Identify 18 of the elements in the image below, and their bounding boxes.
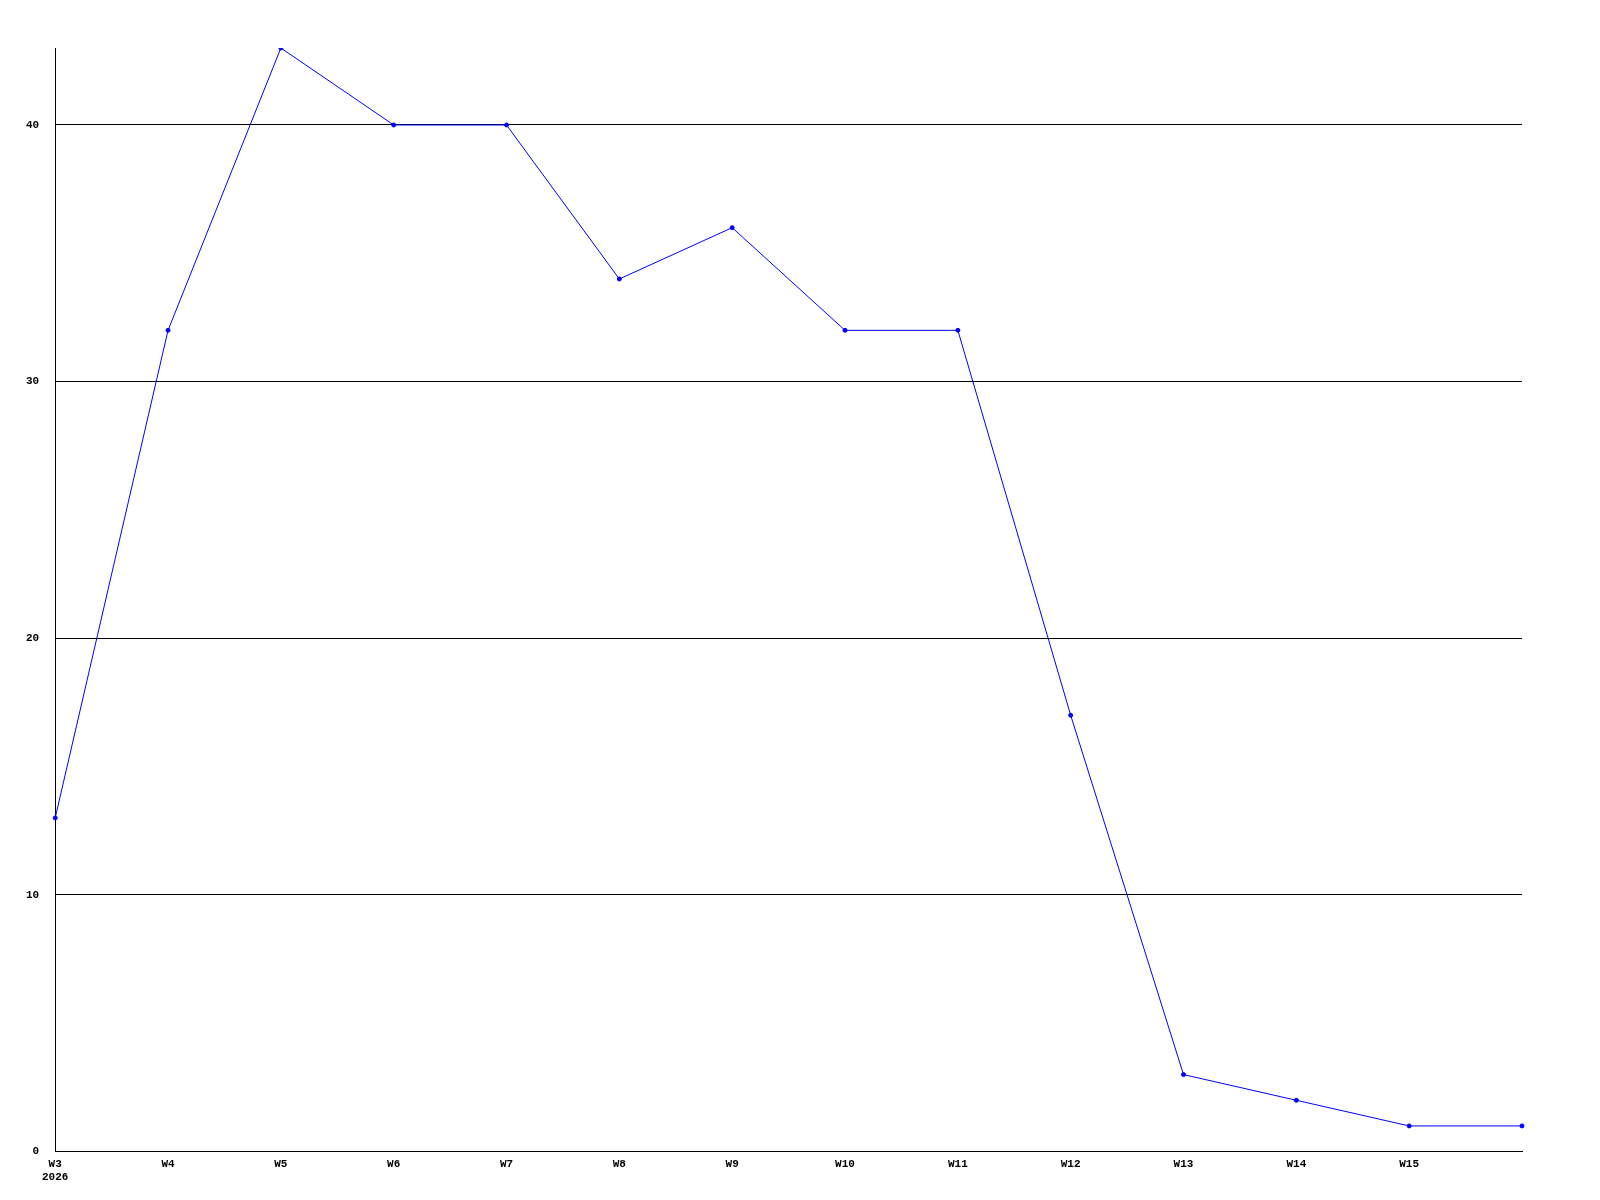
x-tick-label: W11 — [947, 1157, 969, 1170]
y-tick-label: 40 — [26, 118, 40, 131]
x-tick-label: W12 — [1060, 1157, 1081, 1170]
x-tick-label: W3 2026 — [42, 1157, 69, 1184]
y-tick-label: 0 — [32, 1145, 40, 1158]
x-tick-label: W9 — [725, 1157, 739, 1170]
y-tick-label: 30 — [26, 375, 40, 388]
x-tick-label: W14 — [1286, 1157, 1307, 1170]
x-tick-label: W5 — [274, 1157, 288, 1170]
x-tick-label: W15 — [1399, 1157, 1420, 1170]
x-tick-label: W7 — [499, 1157, 514, 1170]
y-tick-label: 10 — [26, 888, 40, 901]
x-tick-label: W13 — [1173, 1157, 1194, 1170]
x-tick-label: W6 — [387, 1157, 401, 1170]
x-tick-label: W8 — [612, 1157, 627, 1170]
x-tick-label: W10 — [835, 1157, 855, 1170]
x-tick-label: W4 — [161, 1157, 176, 1170]
y-tick-label: 20 — [26, 632, 40, 645]
